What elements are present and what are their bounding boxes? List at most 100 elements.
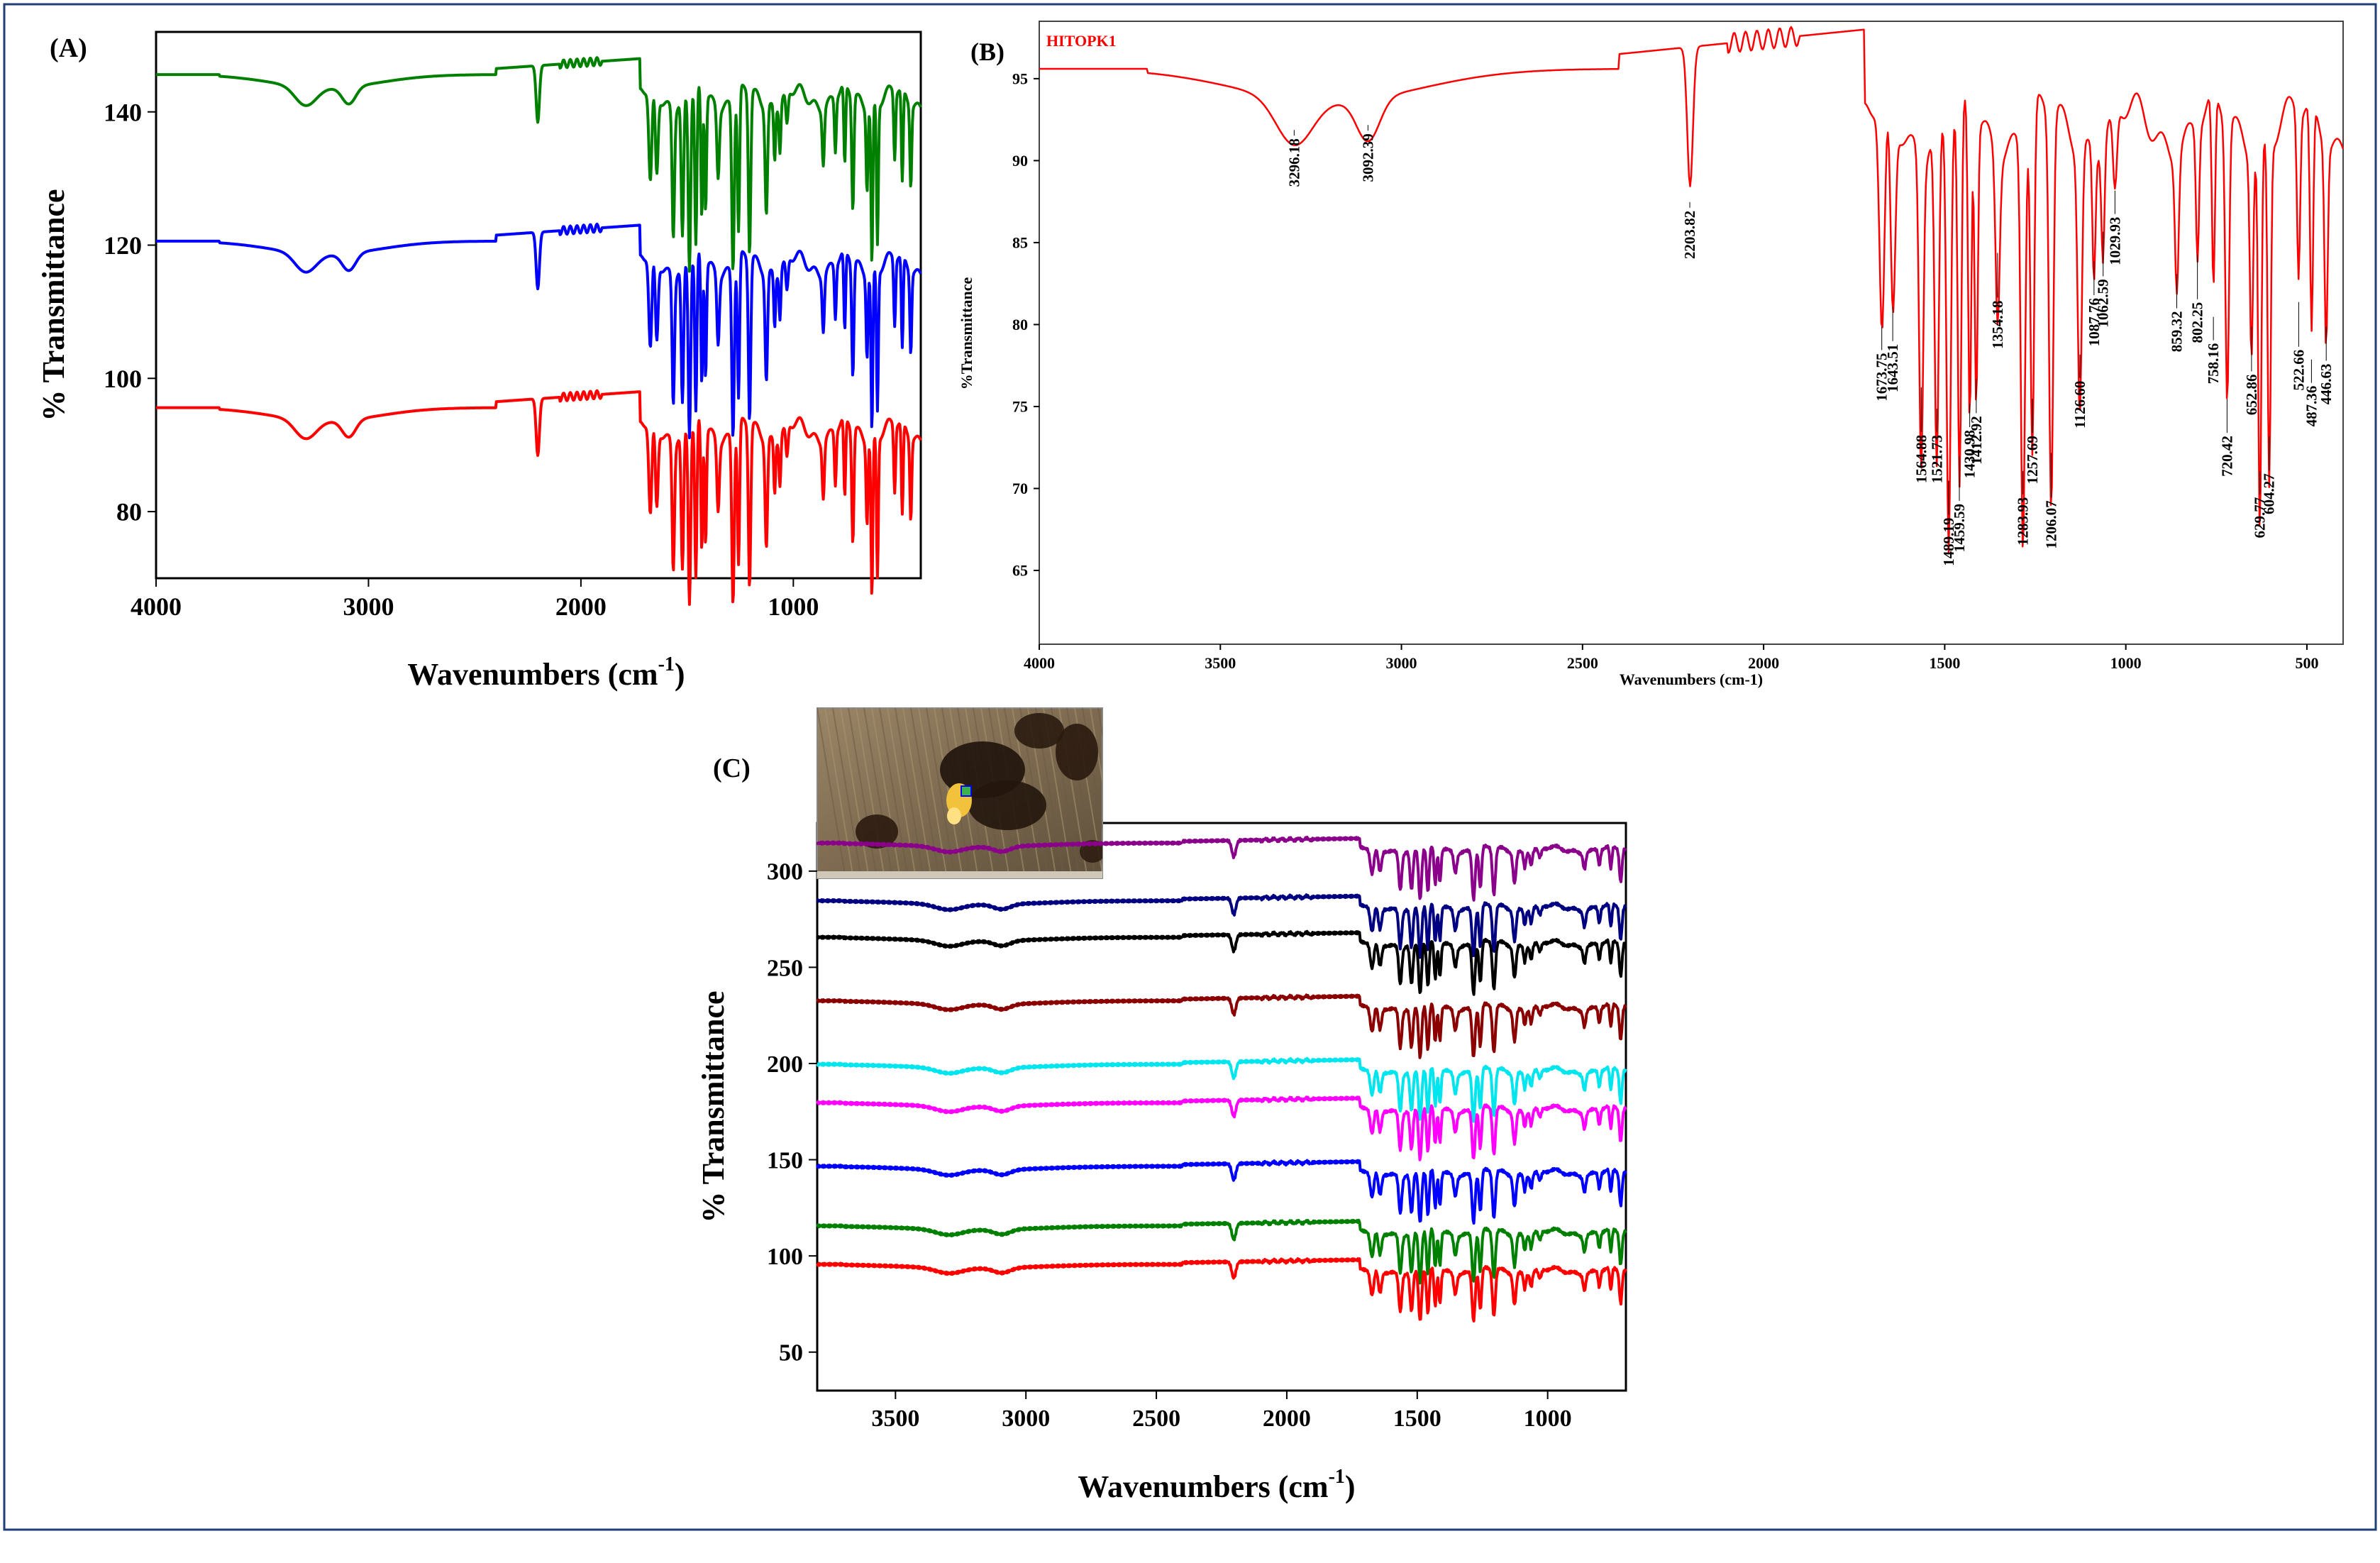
peak-label: 604.27: [2261, 473, 2278, 514]
panel-a-x-label-close: ): [675, 657, 685, 692]
x-tick-label: 2000: [1748, 654, 1779, 672]
panel-c-x-label-main: Wavenumbers (cm: [1078, 1469, 1328, 1504]
peak-label: 446.63: [2318, 363, 2335, 404]
panel-a-x-axis-label: Wavenumbers (cm-1): [407, 653, 685, 692]
series-line-red: [155, 389, 922, 606]
series-line-blue: [155, 222, 922, 440]
peak-label: 1430.98: [1961, 430, 1978, 478]
y-tick-label: 200: [767, 1051, 803, 1078]
peak-label: 802.25: [2189, 302, 2206, 343]
panel-a-x-ticks: 4000 3000 2000 1000: [131, 578, 819, 621]
y-tick-label: 80: [116, 498, 142, 526]
peak-label: 1206.07: [2042, 500, 2059, 548]
panel-b-label: (B): [970, 38, 1004, 66]
panel-b-plot-area: [1039, 21, 2344, 645]
y-tick-label: 85: [1012, 234, 1028, 252]
y-tick-label: 80: [1012, 316, 1028, 333]
panel-b: (B) HITOPK1 3296.18 3092.39 2203.82 1673.75…: [958, 21, 2345, 688]
panel-a-label: (A): [50, 33, 87, 63]
peak-label: 859.32: [2168, 311, 2185, 353]
peak-label: 3092.39: [1359, 133, 1376, 182]
series-line-cyan: [816, 1056, 1627, 1123]
series-line-maroon: [816, 993, 1627, 1059]
series-line-HITOPK1: [1039, 26, 2345, 554]
x-tick-label: 3500: [871, 1405, 919, 1432]
peak-label: 1257.69: [2024, 436, 2041, 484]
peak-label: 758.16: [2205, 343, 2222, 385]
x-tick-label: 2500: [1132, 1405, 1180, 1432]
peak-label: 1643.51: [1884, 344, 1901, 392]
panel-c-x-label-close: ): [1345, 1469, 1356, 1504]
peak-label: 2203.82: [1681, 211, 1698, 259]
panel-c-y-ticks: 50 100 150 200 250 300: [767, 859, 817, 1366]
x-tick-label: 1500: [1929, 654, 1960, 672]
y-tick-label: 50: [779, 1340, 803, 1366]
x-tick-label: 2000: [555, 592, 607, 621]
figure-border: [3, 3, 2377, 1531]
panel-c-y-axis-label: % Transmittance: [696, 990, 731, 1222]
y-tick-label: 90: [1012, 152, 1028, 170]
peak-label: 1126.60: [2071, 381, 2088, 429]
x-tick-label: 4000: [131, 592, 182, 621]
panel-a: (A) 4000 3000 2000 1000 80 100 120 140 % Trans…: [36, 31, 922, 692]
y-tick-label: 95: [1012, 70, 1028, 88]
y-tick-label: 100: [767, 1244, 803, 1270]
x-tick-label: 4000: [1024, 654, 1055, 672]
panel-b-x-ticks: 4000 3500 3000 2500 2000 1500 1000 500: [1024, 644, 2318, 672]
peak-label: 652.86: [2243, 374, 2260, 415]
peak-label: 1087.76: [2086, 298, 2103, 346]
panel-b-y-ticks: 65 70 75 80 85 90 95: [1012, 70, 1039, 580]
y-tick-label: 65: [1012, 562, 1028, 580]
panel-a-x-label-main: Wavenumbers (cm: [407, 657, 658, 692]
x-tick-label: 1000: [1524, 1405, 1572, 1432]
peak-label: 522.66: [2290, 350, 2307, 391]
peak-label: 629.77: [2252, 497, 2269, 539]
peak-label: 1029.93: [2106, 217, 2123, 265]
panel-a-series-group: [155, 56, 922, 606]
panel-c-series-group: [816, 835, 1627, 1322]
peak-label: 1354.18: [1989, 300, 2006, 348]
panel-c-label: (C): [713, 753, 751, 783]
x-tick-label: 2500: [1567, 654, 1598, 672]
peak-label: 3296.18: [1285, 138, 1302, 187]
y-tick-label: 120: [104, 231, 142, 260]
series-line-purple: [816, 835, 1627, 902]
series-line-green: [155, 56, 922, 273]
y-tick-label: 70: [1012, 480, 1028, 497]
panel-c: (C): [696, 707, 1627, 1504]
panel-b-x-axis-label: Wavenumbers (cm-1): [1620, 670, 1763, 688]
peak-label: 720.42: [2218, 436, 2235, 477]
panel-b-y-axis-label: %Transmittance: [958, 277, 975, 390]
panel-b-series-label: HITOPK1: [1046, 32, 1117, 50]
peak-label: 1489.19: [1940, 518, 1957, 566]
panel-a-x-label-sup: -1: [658, 653, 675, 675]
microscope-inset-image: [817, 707, 1103, 879]
panel-c-x-label-sup: -1: [1329, 1466, 1345, 1488]
peak-label: 1521.73: [1928, 435, 1945, 483]
panel-a-y-ticks: 80 100 120 140: [104, 98, 156, 526]
panel-a-y-axis-label: % Transmittance: [36, 189, 71, 421]
x-tick-label: 3000: [343, 592, 394, 621]
x-tick-label: 500: [2295, 654, 2318, 672]
series-line-green: [816, 1218, 1627, 1285]
series-line-magenta: [816, 1095, 1627, 1161]
x-tick-label: 1500: [1393, 1405, 1441, 1432]
x-tick-label: 3500: [1205, 654, 1236, 672]
series-line-blue: [816, 1159, 1627, 1225]
peak-label: 487.36: [2303, 386, 2320, 427]
x-tick-label: 1000: [768, 592, 819, 621]
y-tick-label: 150: [767, 1147, 803, 1173]
x-tick-label: 3000: [1386, 654, 1417, 672]
y-tick-label: 75: [1012, 398, 1028, 416]
panel-c-x-ticks: 3500 3000 2500 2000 1500 1000: [871, 1391, 1572, 1432]
x-tick-label: 3000: [1002, 1405, 1050, 1432]
series-line-red: [816, 1257, 1627, 1322]
series-line-black: [816, 929, 1627, 996]
y-tick-label: 100: [104, 365, 142, 393]
peak-label: 1459.59: [1951, 504, 1968, 552]
peak-label: 1673.75: [1873, 353, 1891, 401]
y-tick-label: 140: [104, 98, 142, 126]
x-tick-label: 2000: [1263, 1405, 1311, 1432]
peak-label: 1564.88: [1913, 435, 1930, 483]
